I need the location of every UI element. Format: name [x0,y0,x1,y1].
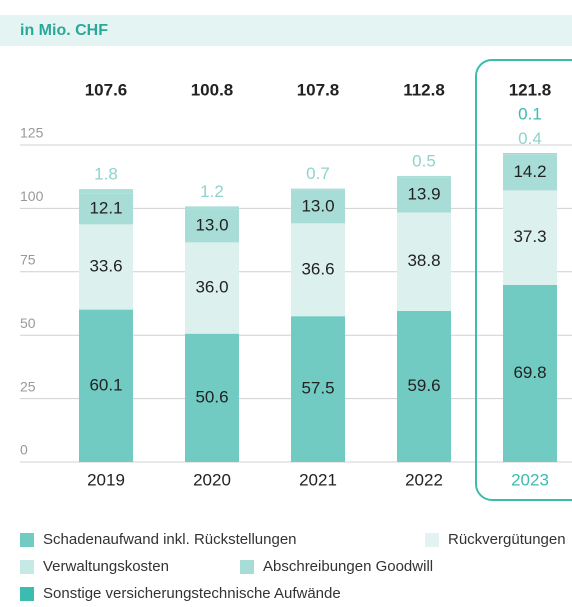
bar-segment [397,175,451,178]
value-label: 57.5 [301,379,334,398]
bar-segment [185,209,239,243]
value-label: 0.7 [306,164,330,183]
value-label: 1.2 [200,182,224,201]
y-tick-label: 25 [20,378,36,394]
legend-label: Rückvergütungen [448,531,566,548]
value-label: 14.2 [513,162,546,181]
bar-segment [185,242,239,334]
value-label: 36.0 [195,278,228,297]
value-label: 60.1 [89,375,122,394]
value-label: 13.0 [301,196,334,215]
header-band [0,15,572,46]
bar-segment [503,284,557,462]
bar-segment [185,333,239,462]
bar-segment [79,189,133,194]
x-tick-label: 2019 [87,470,125,489]
value-label: 33.6 [89,256,122,275]
value-label: 12.1 [89,199,122,218]
labels: 60.1 33.6 12.1 1.8 107.6 2019 50.6 36.0 13.0 1.2 1… [85,80,552,489]
total-label: 121.8 [509,80,552,99]
y-tick-label: 125 [20,125,44,141]
highlight-box [475,59,572,501]
value-label: 1.8 [94,165,118,184]
bar-segment [397,177,451,213]
legend-swatch [425,533,439,547]
x-tick-label: 2023 [511,470,549,489]
total-label: 107.8 [297,80,340,99]
value-label: 0.5 [412,151,436,170]
legend-swatch [20,533,34,547]
value-label: 0.4 [518,129,542,148]
y-tick-label: 100 [20,188,44,204]
value-label: 59.6 [407,376,440,395]
bar-segment [503,154,557,191]
bars [79,59,572,501]
legend-swatch [240,560,254,574]
bar-segment [79,224,133,310]
x-tick-label: 2020 [193,470,231,489]
bar-segment [397,310,451,462]
total-label: 107.6 [85,80,128,99]
value-label: 69.8 [513,363,546,382]
bar-segment [291,223,345,317]
x-tick-label: 2022 [405,470,443,489]
y-tick-label: 50 [20,315,36,331]
legend-swatch [20,587,34,601]
y-tick-label: 75 [20,252,36,268]
bar-segment [503,190,557,285]
bar-segment [291,316,345,462]
value-label: 50.6 [195,387,228,406]
value-label: 36.6 [301,259,334,278]
bar-segment [79,193,133,225]
value-label: 13.9 [407,184,440,203]
bar-segment [291,188,345,191]
value-label: 38.8 [407,251,440,270]
y-tick-label: 0 [20,442,28,458]
value-label: 0.1 [518,105,542,124]
value-label: 37.3 [513,227,546,246]
chart-title: in Mio. CHF [20,22,108,39]
legend-label: Abschreibungen Goodwill [263,558,433,575]
total-label: 100.8 [191,80,234,99]
legend-label: Sonstige versicherungstechnische Aufwänd… [43,585,341,602]
x-tick-label: 2021 [299,470,337,489]
legend-swatch [20,560,34,574]
legend-label: Verwaltungskosten [43,558,169,575]
total-label: 112.8 [403,80,445,99]
bar-segment [79,309,133,462]
bar-segment [397,212,451,311]
bar-segment [185,206,239,210]
value-label: 13.0 [195,215,228,234]
bar-segment [503,153,557,155]
legend-label: Schadenaufwand inkl. Rückstellungen [43,531,297,548]
bar-segment [291,190,345,224]
